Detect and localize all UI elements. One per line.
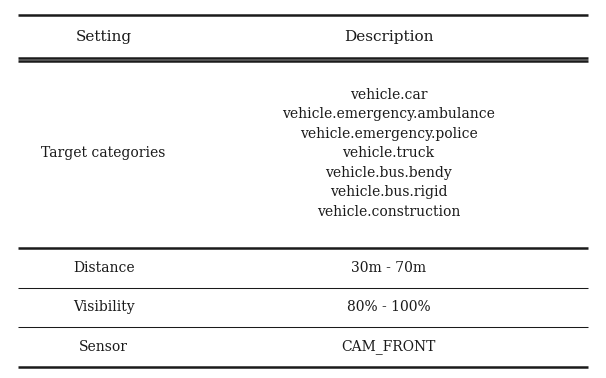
Text: Target categories: Target categories xyxy=(41,146,166,160)
Text: 80% - 100%: 80% - 100% xyxy=(347,301,430,314)
Text: vehicle.car
vehicle.emergency.ambulance
vehicle.emergency.police
vehicle.truck
v: vehicle.car vehicle.emergency.ambulance … xyxy=(282,88,495,219)
Text: Description: Description xyxy=(344,30,433,44)
Text: Distance: Distance xyxy=(73,261,135,275)
Text: CAM_FRONT: CAM_FRONT xyxy=(341,339,436,354)
Text: Visibility: Visibility xyxy=(73,301,135,314)
Text: 30m - 70m: 30m - 70m xyxy=(351,261,426,275)
Text: Sensor: Sensor xyxy=(79,340,128,354)
Text: Setting: Setting xyxy=(76,30,132,44)
